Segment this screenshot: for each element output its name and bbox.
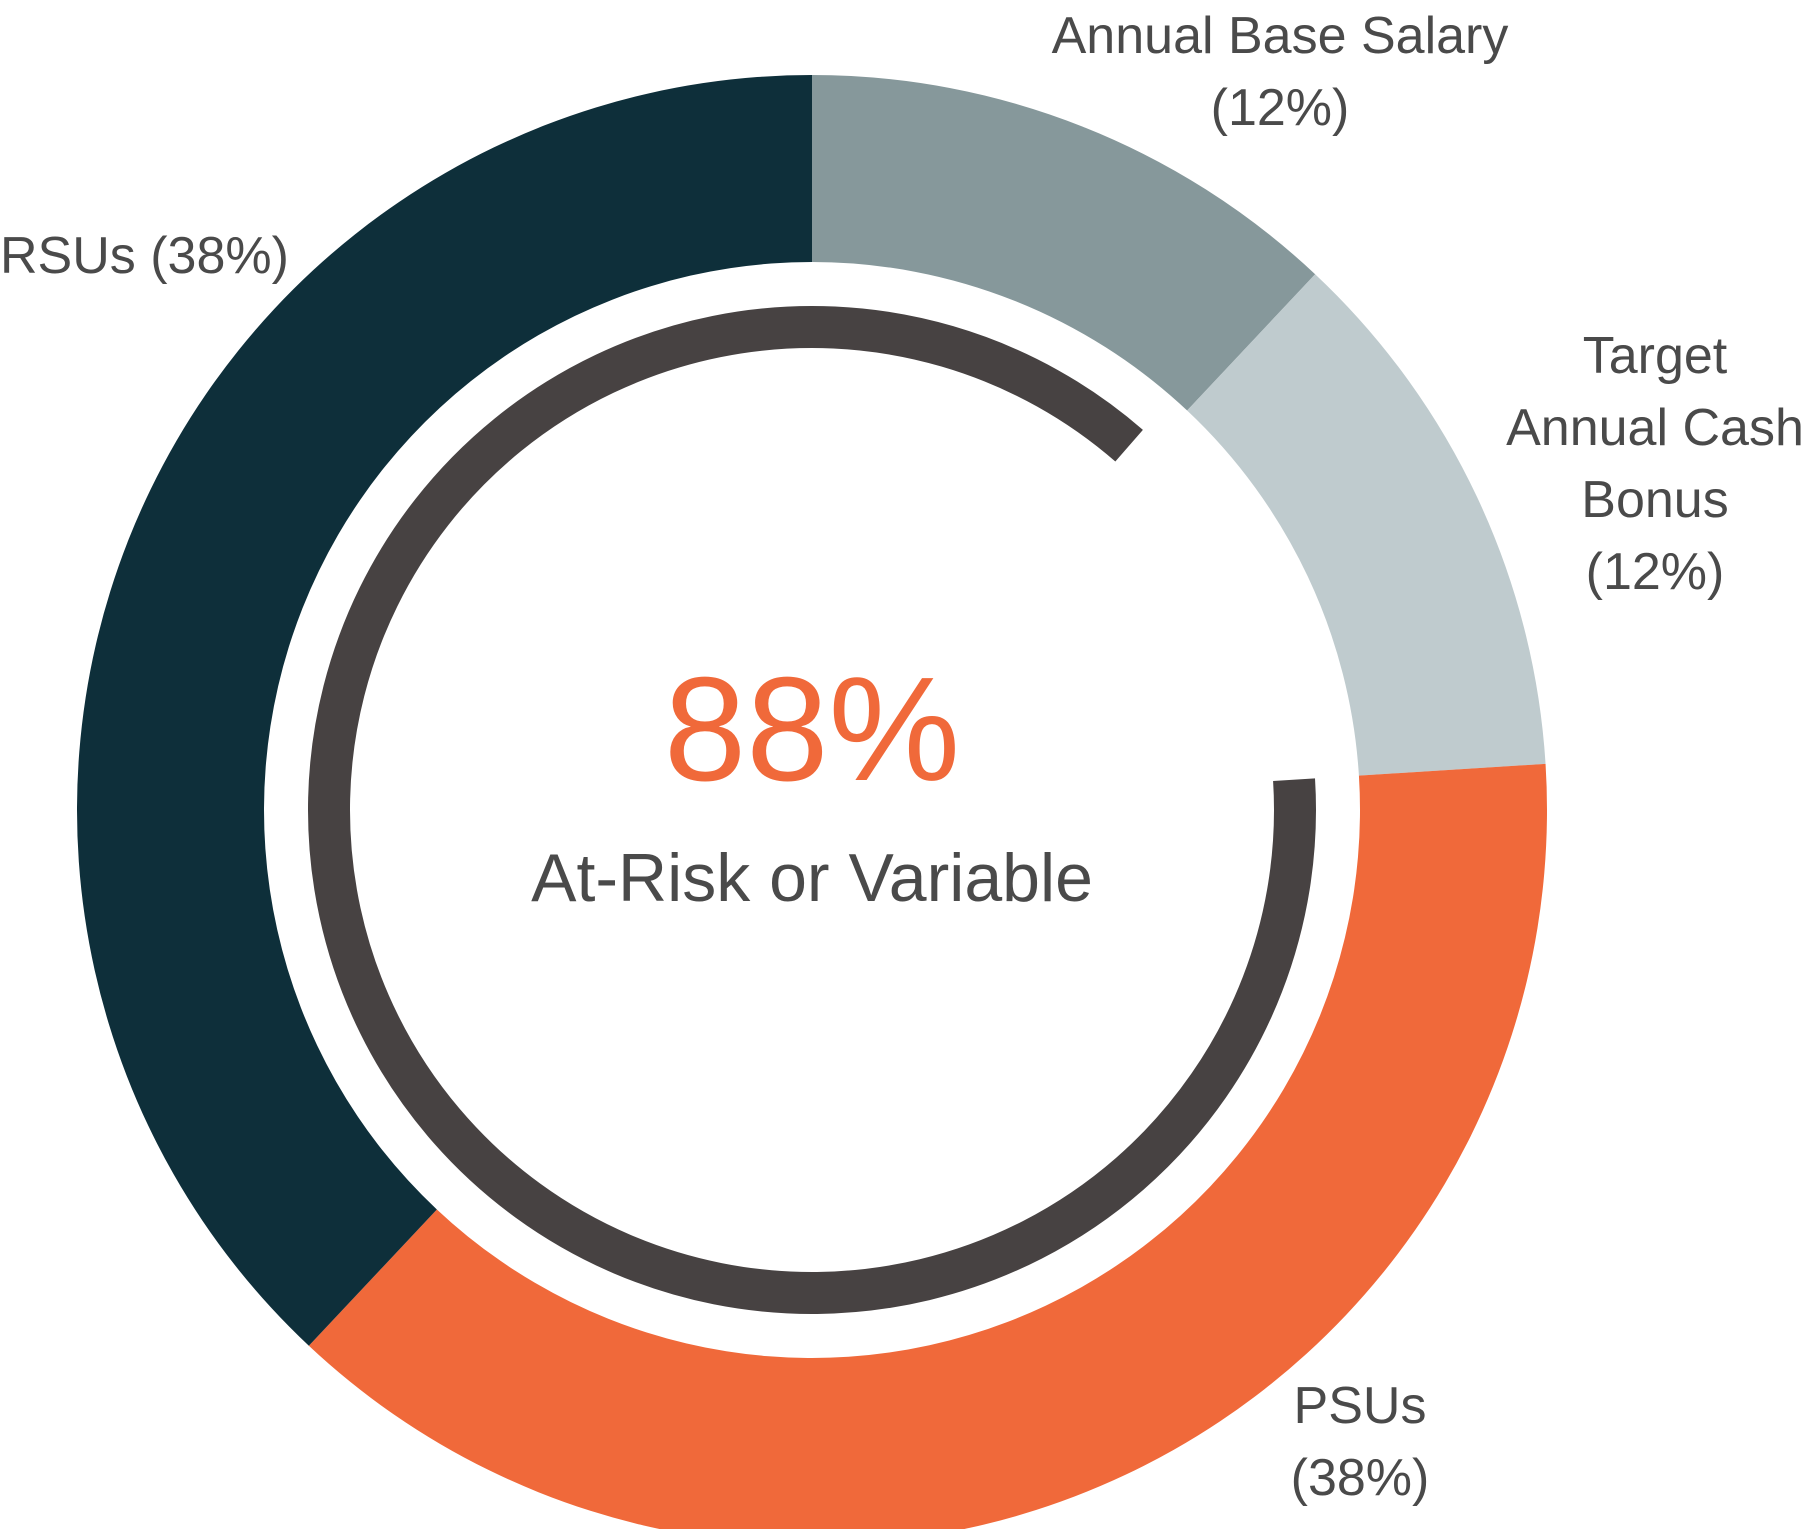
center-subtitle: At-Risk or Variable	[531, 840, 1093, 916]
donut-segments	[76, 75, 1547, 1529]
center-percentage: 88%	[663, 647, 961, 812]
at-risk-inner-arc	[308, 306, 1316, 1314]
donut-segment-3	[76, 75, 813, 1346]
segment-label-annual-base-salary: Annual Base Salary (12%)	[1051, 7, 1509, 137]
donut-segment-2	[308, 763, 1547, 1529]
donut-segment-1	[1187, 274, 1546, 776]
segment-label-target-annual-cash-bonus: Target Annual Cash Bonus (12%)	[1506, 327, 1804, 601]
segment-label-psus: PSUs (38%)	[1290, 1377, 1430, 1507]
segment-label-rsus: RSUs (38%)	[0, 227, 289, 285]
donut-segment-0	[812, 75, 1316, 411]
